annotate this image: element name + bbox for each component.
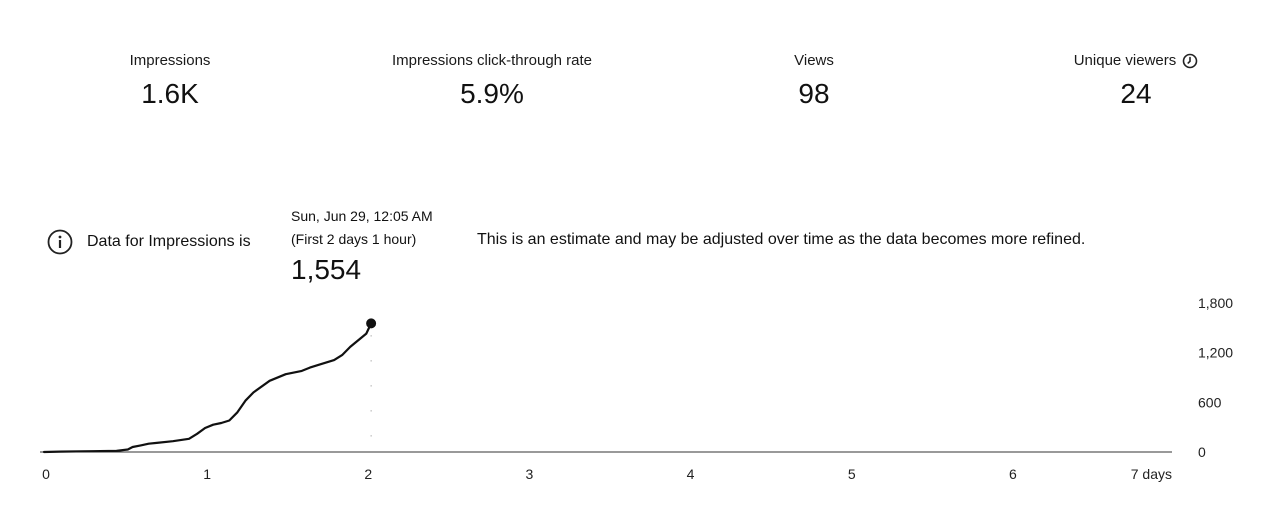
x-tick-label: 5: [848, 466, 856, 482]
tooltip-subtitle: (First 2 days 1 hour): [291, 231, 417, 247]
chart-series: [42, 322, 373, 454]
metric-views-value: 98: [798, 78, 830, 109]
y-tick-label: 1,200: [1198, 345, 1233, 361]
chart-tooltip: Sun, Jun 29, 12:05 AM (First 2 days 1 ho…: [291, 207, 471, 288]
x-tick-label: 1: [203, 466, 211, 482]
metric-ctr-value: 5.9%: [460, 78, 524, 109]
data-notice-text: Data for Impressions is: [87, 233, 251, 250]
x-tick-label: 2: [364, 466, 372, 482]
clock-icon[interactable]: [1182, 53, 1198, 69]
tooltip-date: Sun, Jun 29, 12:05 AM: [291, 208, 433, 224]
metric-impressions-value: 1.6K: [141, 78, 199, 109]
x-tick-label: 6: [1009, 466, 1017, 482]
data-notice: Data for Impressions is: [47, 229, 251, 255]
x-tick-label: 3: [526, 466, 534, 482]
metric-ctr-label: Impressions click-through rate: [391, 52, 593, 69]
y-tick-label: 600: [1198, 394, 1222, 410]
info-icon[interactable]: [47, 229, 73, 255]
x-axis-ticks: 0 1 2 3 4 5 6 7 days: [42, 466, 1172, 482]
y-tick-label: 0: [1198, 444, 1206, 460]
highlight-point[interactable]: [366, 318, 377, 329]
y-axis-ticks: 0 600 1,200 1,800: [1198, 295, 1233, 460]
metric-ctr[interactable]: Impressions click-through rate 5.9%: [342, 50, 642, 114]
metric-views[interactable]: Views 98: [664, 50, 964, 114]
x-tick-label: 4: [687, 466, 695, 482]
data-notice-note: This is an estimate and may be adjusted …: [477, 231, 1086, 248]
tooltip-value: 1,554: [291, 254, 362, 285]
hover-guide: [366, 318, 377, 452]
series-line-0: [42, 322, 373, 454]
metric-unique-viewers-label: Unique viewers: [1073, 52, 1177, 69]
y-tick-label: 1,800: [1198, 295, 1233, 311]
metric-impressions-label: Impressions: [129, 52, 211, 69]
metric-views-label: Views: [794, 52, 834, 69]
x-tick-label: 0: [42, 466, 50, 482]
x-tick-label: 7 days: [1131, 466, 1172, 482]
metric-unique-viewers[interactable]: Unique viewers 24: [986, 50, 1280, 114]
metric-impressions[interactable]: Impressions 1.6K: [20, 50, 320, 114]
metric-unique-viewers-value: 24: [1120, 78, 1152, 109]
